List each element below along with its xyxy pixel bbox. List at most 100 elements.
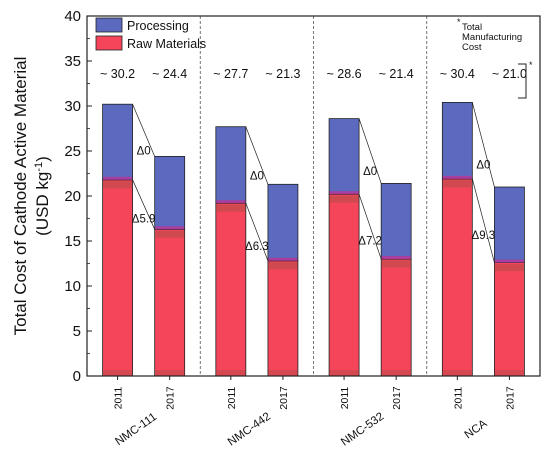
bar-raw-band [216,204,246,212]
year-tick-label: 2017 [165,386,177,410]
y-tick-label: 30 [64,98,81,115]
y-tick-label: 10 [64,278,81,295]
bar-total-label: ~ 27.7 [213,67,248,81]
bar-raw-materials [380,258,412,377]
bar-raw-materials [267,260,299,377]
y-tick-label: 0 [73,368,81,385]
y-tick-label: 25 [64,143,81,160]
legend-swatch [95,17,123,33]
y-tick-label: 15 [64,233,81,250]
bar-total-label: ~ 24.4 [152,67,187,81]
connector-processing [471,102,495,188]
bar-total-label: ~ 30.4 [440,67,475,81]
bar-processing-band [381,256,411,259]
bar-processing [215,126,247,204]
delta-processing-label: Δ0 [137,145,151,157]
bar-raw-base-band [103,370,133,376]
bar-processing-band [268,257,298,261]
year-tick-label: 2017 [278,386,290,410]
bar-raw-materials [441,178,473,377]
delta-raw-label: Δ9.3 [472,230,496,242]
bar-processing [441,102,473,180]
bar-processing [154,155,186,230]
annotation-text: Cost [462,42,482,53]
bar-raw-band [268,262,298,270]
bar-total-label: ~ 21.3 [265,67,300,81]
group-label: NCA [463,417,490,441]
y-tick-label: 5 [73,323,81,340]
bar-raw-band [442,180,472,188]
bar-raw-band [155,230,185,238]
legend-swatch [95,35,123,51]
bars [102,102,525,377]
bar-processing-band [329,191,359,195]
y-axis-title-line1: Total Cost of Cathode Active Material [11,57,30,336]
bar-processing [102,103,133,181]
connector-processing [358,118,382,184]
annotation-text: Manufacturing [462,32,522,43]
bar-total-label: ~ 21.0 [492,67,527,81]
bar-raw-base-band [329,370,359,376]
bar-raw-materials [215,202,247,377]
delta-raw-label: Δ7.2 [358,236,382,248]
bar-raw-materials [154,228,186,377]
bar-raw-base-band [494,370,524,376]
annotation-marker: * [457,17,461,27]
bar-raw-base-band [155,370,185,376]
bar-raw-band [329,195,359,203]
bar-processing-band [442,175,472,179]
bar-total-label: ~ 28.6 [327,67,362,81]
connector-processing [245,126,269,185]
bar-total-label: ~ 30.2 [100,67,135,81]
bar-raw-base-band [268,370,298,376]
group-label: NMC-111 [113,411,159,448]
bar-processing [380,182,412,260]
delta-processing-label: Δ0 [476,160,490,172]
year-tick-label: 2017 [391,386,403,410]
y-axis-title-line2: (USD kg-1) [33,156,52,236]
bar-raw-materials [102,179,133,377]
year-tick-label: 2017 [504,386,516,410]
bar-raw-materials [328,193,360,377]
bar-raw-base-band [442,370,472,376]
legend: Processing Raw Materials [95,17,206,51]
y-tick-label: 40 [64,8,81,25]
bar-processing-band [155,226,185,230]
bar-processing-band [494,259,524,263]
bar-total-label: ~ 21.4 [379,67,414,81]
legend-label: Raw Materials [127,37,206,51]
legend-label: Processing [127,19,189,33]
bar-raw-band [381,260,411,268]
delta-raw-label: Δ5.9 [132,214,156,226]
group-separators [199,16,428,376]
group-label: NMC-532 [339,411,386,449]
bar-processing [267,183,299,262]
connector-raw [245,203,269,261]
connector-raw [358,194,382,260]
bar-processing [328,118,360,195]
year-tick-label: 2011 [452,387,464,410]
annotation-text: Total [462,22,482,33]
annotation-bracket [518,63,527,99]
bar-processing-band [216,200,246,204]
bar-processing [494,186,525,263]
connector-processing [132,104,155,157]
connector-raw [471,178,495,263]
connector-raw [132,179,155,230]
group-label: NMC-442 [226,411,273,449]
y-tick-label: 35 [64,53,81,70]
year-tick-label: 2011 [339,387,351,410]
year-tick-label: 2011 [113,387,125,410]
bar-raw-band [494,264,524,272]
delta-processing-label: Δ0 [363,166,377,178]
year-tick-label: 2011 [226,387,238,410]
bar-raw-band [103,181,133,189]
bar-raw-base-band [216,370,246,376]
bar-processing-band [103,176,133,180]
bar-raw-materials [494,262,525,377]
delta-raw-label: Δ6.3 [245,241,269,253]
delta-processing-label: Δ0 [250,171,264,183]
annotation-bracket-marker: * [529,60,533,70]
y-tick-label: 20 [64,188,81,205]
